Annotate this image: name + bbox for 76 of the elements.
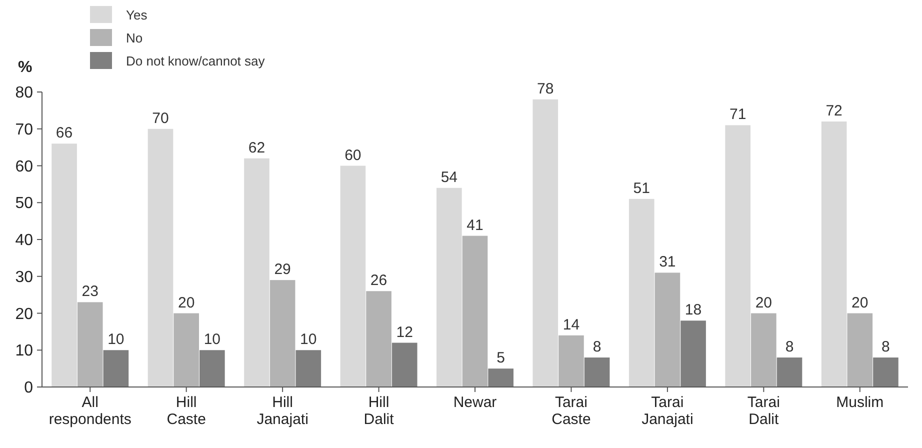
data-label: 10 [204,331,221,348]
y-tick-label: 0 [24,380,34,397]
data-label: 66 [56,124,73,142]
x-tick-label: Tarai Caste [552,394,591,428]
x-tick-label: Muslim [836,394,884,411]
bar [244,158,270,387]
legend-label: No [126,30,143,46]
data-label: 72 [826,102,842,120]
data-label: 20 [755,294,772,312]
y-tick-label: 10 [15,342,34,360]
legend-label: Do not know/cannot say [126,54,266,69]
data-label: 41 [466,216,484,234]
data-label: 5 [496,350,506,367]
data-label: 10 [300,331,317,348]
x-tick-label: Newar [453,394,497,411]
bar [436,188,462,387]
x-tick-label: All respondents [48,394,132,428]
data-label: 18 [684,302,702,319]
data-label: 10 [108,331,124,348]
y-tick-label: 40 [15,232,34,250]
bar [654,272,680,387]
data-label: 12 [396,324,413,341]
bar [340,166,366,387]
bar [558,335,584,387]
bar [270,280,296,387]
y-tick-label: 20 [15,306,34,323]
bar [821,122,847,387]
bar [776,358,802,387]
data-label: 54 [440,168,458,186]
bar [847,313,873,387]
y-tick-label: 70 [15,121,34,138]
bar [462,236,488,387]
data-label: 29 [274,261,291,278]
y-tick-label: 30 [15,268,34,286]
data-label: 51 [633,180,650,197]
data-label: 23 [82,283,98,300]
bar [103,350,129,387]
bar [628,198,654,387]
x-tick-label: Tarai Dalit [747,394,780,428]
legend-label: Yes [126,8,148,23]
data-label: 8 [882,338,890,356]
y-tick-label: 50 [15,195,34,212]
data-label: 8 [785,338,794,356]
data-label: 78 [537,80,554,98]
data-label: 71 [729,106,746,124]
y-tick-label: 60 [15,158,34,176]
bar [148,128,174,387]
data-label: 20 [178,294,195,312]
bar [725,125,750,387]
bar [366,291,392,387]
data-label: 8 [592,338,602,356]
bar [488,368,514,387]
bar [532,99,558,387]
data-label: 60 [344,146,362,164]
bar [873,358,898,387]
x-tick-label: Hill Caste [166,394,206,428]
data-label: 31 [659,254,676,271]
data-label: 70 [152,110,169,127]
bar [200,350,225,387]
data-label: 26 [370,272,388,290]
bar [174,313,199,387]
data-label: 62 [248,139,266,156]
x-tick-label: Tarai Janajati [642,394,694,428]
bar [584,358,610,387]
x-tick-label: Hill Janajati [256,394,308,428]
bar [392,342,418,387]
data-label: 20 [852,294,868,312]
bar [52,144,77,387]
y-axis-title: % [18,59,32,76]
y-tick-label: 80 [15,84,34,102]
data-label: 14 [562,316,580,334]
bar [751,313,776,387]
x-tick-label: Hill Dalit [364,394,395,428]
bar [680,320,706,387]
bar [296,350,322,387]
bar [77,302,103,387]
